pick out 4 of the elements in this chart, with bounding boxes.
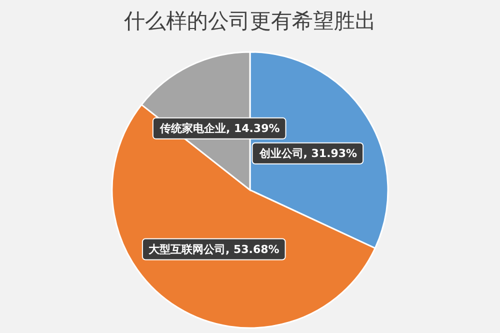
slice-label: 传统家电企业, 14.39% [158, 122, 280, 135]
slice-label: 创业公司, 31.93% [258, 146, 358, 160]
chart-title: 什么样的公司更有希望胜出 [123, 9, 376, 33]
slice-label: 大型互联网公司, 53.68% [148, 242, 280, 256]
